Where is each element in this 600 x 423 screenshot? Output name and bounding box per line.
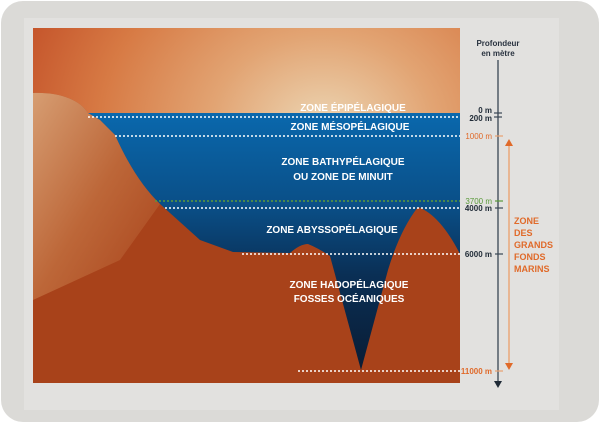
seabed bbox=[33, 92, 460, 384]
depth-label-3700: 3700 m bbox=[465, 197, 492, 206]
depth-label-1000: 1000 m bbox=[465, 132, 492, 141]
arrow-up-icon bbox=[505, 139, 513, 146]
zone-bathypelagic-line1: ZONE BATHYPÉLAGIQUE bbox=[281, 155, 404, 168]
axis-title-line1: Profondeur bbox=[476, 39, 519, 48]
zone-bathypelagic-line2: OU ZONE DE MINUIT bbox=[293, 172, 392, 183]
depth-label-11000: 11000 m bbox=[461, 367, 492, 376]
depth-label-6000: 6000 m bbox=[465, 250, 492, 259]
zone-epipelagic: ZONE ÉPIPÉLAGIQUE bbox=[300, 101, 406, 114]
depth-label-0: 0 m bbox=[478, 106, 492, 115]
zone-mesopelagic: ZONE MÉSOPÉLAGIQUE bbox=[291, 120, 410, 133]
deep-sea-zone-line2: DES bbox=[514, 228, 533, 238]
deep-sea-zone-line5: MARINS bbox=[514, 264, 550, 274]
arrow-down-icon bbox=[505, 363, 513, 370]
axis-title-line2: en mètre bbox=[481, 49, 515, 58]
depth-label-200: 200 m bbox=[469, 114, 492, 123]
continental-slope bbox=[33, 92, 160, 300]
zone-hadopelagic-line1: ZONE HADOPÉLAGIQUE bbox=[290, 278, 409, 291]
deep-sea-zone-line4: FONDS bbox=[514, 252, 546, 262]
zone-hadopelagic-line2: FOSSES OCÉANIQUES bbox=[294, 292, 405, 305]
zone-abyssopelagic: ZONE ABYSSOPÉLAGIQUE bbox=[266, 223, 398, 236]
deep-sea-zone-line1: ZONE bbox=[514, 216, 539, 226]
depth-label-4000: 4000 m bbox=[465, 204, 492, 213]
deep-sea-zone-line3: GRANDS bbox=[514, 240, 553, 250]
axis-arrow-icon bbox=[494, 381, 502, 388]
